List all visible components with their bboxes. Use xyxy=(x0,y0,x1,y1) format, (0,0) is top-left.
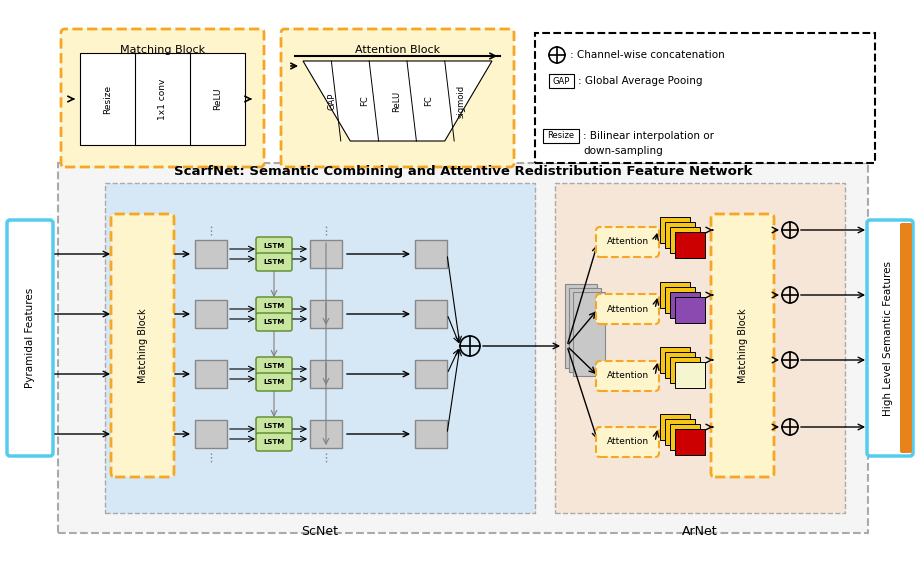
Text: sigmoid: sigmoid xyxy=(456,85,465,118)
Text: : Channel-wise concatenation: : Channel-wise concatenation xyxy=(570,50,725,60)
Text: ReLU: ReLU xyxy=(213,88,222,110)
Text: : Bilinear interpolation or: : Bilinear interpolation or xyxy=(583,131,714,141)
Text: Pyramidal Features: Pyramidal Features xyxy=(25,288,35,388)
Bar xyxy=(660,414,690,440)
Text: Resize: Resize xyxy=(103,85,112,114)
FancyBboxPatch shape xyxy=(7,220,53,456)
FancyBboxPatch shape xyxy=(415,240,447,268)
Text: ScarfNet: Semantic Combining and Attentive Redistribution Feature Network: ScarfNet: Semantic Combining and Attenti… xyxy=(174,165,752,178)
Text: Attention Block: Attention Block xyxy=(355,45,440,55)
FancyBboxPatch shape xyxy=(256,237,292,255)
Text: LSTM: LSTM xyxy=(263,259,285,265)
FancyBboxPatch shape xyxy=(867,220,913,456)
FancyBboxPatch shape xyxy=(549,74,574,88)
FancyBboxPatch shape xyxy=(415,300,447,328)
FancyBboxPatch shape xyxy=(256,417,292,435)
FancyBboxPatch shape xyxy=(111,214,174,477)
FancyBboxPatch shape xyxy=(535,33,875,163)
FancyBboxPatch shape xyxy=(596,294,659,324)
Polygon shape xyxy=(303,61,492,141)
FancyBboxPatch shape xyxy=(256,253,292,271)
Text: Matching Block: Matching Block xyxy=(120,45,205,55)
FancyBboxPatch shape xyxy=(310,420,342,448)
Text: Attention: Attention xyxy=(606,371,648,381)
Bar xyxy=(675,429,705,455)
Text: down-sampling: down-sampling xyxy=(583,146,663,156)
FancyBboxPatch shape xyxy=(195,420,227,448)
FancyBboxPatch shape xyxy=(80,53,245,145)
Text: FC: FC xyxy=(360,96,369,106)
FancyBboxPatch shape xyxy=(573,292,605,376)
FancyBboxPatch shape xyxy=(596,427,659,457)
Text: Attention: Attention xyxy=(606,304,648,314)
Text: FC: FC xyxy=(425,96,433,106)
Bar xyxy=(670,357,700,383)
FancyBboxPatch shape xyxy=(596,361,659,391)
Text: GAP: GAP xyxy=(328,92,337,110)
FancyBboxPatch shape xyxy=(105,183,535,513)
FancyBboxPatch shape xyxy=(310,240,342,268)
FancyBboxPatch shape xyxy=(569,288,601,372)
Text: High Level Semantic Features: High Level Semantic Features xyxy=(883,261,893,416)
Bar xyxy=(665,287,695,313)
Bar xyxy=(670,424,700,450)
FancyBboxPatch shape xyxy=(543,129,579,143)
Text: Matching Block: Matching Block xyxy=(137,308,147,383)
Bar xyxy=(660,282,690,308)
Bar xyxy=(665,419,695,445)
Bar xyxy=(675,232,705,258)
Text: Matching Block: Matching Block xyxy=(738,308,748,383)
Text: LSTM: LSTM xyxy=(263,303,285,309)
Text: GAP: GAP xyxy=(553,76,570,86)
Bar xyxy=(670,227,700,253)
Text: ArNet: ArNet xyxy=(682,525,717,538)
Text: Attention: Attention xyxy=(606,437,648,447)
Text: LSTM: LSTM xyxy=(263,423,285,429)
FancyBboxPatch shape xyxy=(415,420,447,448)
FancyBboxPatch shape xyxy=(256,297,292,315)
FancyBboxPatch shape xyxy=(555,183,845,513)
FancyBboxPatch shape xyxy=(310,300,342,328)
Bar xyxy=(660,347,690,373)
Text: Attention: Attention xyxy=(606,237,648,247)
Bar xyxy=(660,217,690,243)
FancyBboxPatch shape xyxy=(415,360,447,388)
Text: LSTM: LSTM xyxy=(263,379,285,385)
Bar xyxy=(675,362,705,388)
FancyBboxPatch shape xyxy=(711,214,774,477)
Text: : Global Average Pooing: : Global Average Pooing xyxy=(578,76,703,86)
FancyBboxPatch shape xyxy=(256,373,292,391)
FancyBboxPatch shape xyxy=(596,227,659,257)
Bar xyxy=(665,222,695,248)
Text: LSTM: LSTM xyxy=(263,363,285,369)
Text: LSTM: LSTM xyxy=(263,243,285,249)
Text: 1x1 conv: 1x1 conv xyxy=(158,78,167,120)
Text: ReLU: ReLU xyxy=(392,90,401,111)
Bar xyxy=(675,297,705,323)
Bar xyxy=(670,292,700,318)
FancyBboxPatch shape xyxy=(58,163,868,533)
Text: LSTM: LSTM xyxy=(263,319,285,325)
FancyBboxPatch shape xyxy=(256,433,292,451)
FancyBboxPatch shape xyxy=(900,223,912,453)
FancyBboxPatch shape xyxy=(195,240,227,268)
FancyBboxPatch shape xyxy=(61,29,264,167)
FancyBboxPatch shape xyxy=(195,360,227,388)
Text: Resize: Resize xyxy=(547,132,575,141)
FancyBboxPatch shape xyxy=(256,357,292,375)
FancyBboxPatch shape xyxy=(281,29,514,167)
Text: ScNet: ScNet xyxy=(301,525,339,538)
FancyBboxPatch shape xyxy=(256,313,292,331)
Bar xyxy=(665,352,695,378)
FancyBboxPatch shape xyxy=(565,284,597,368)
FancyBboxPatch shape xyxy=(195,300,227,328)
Text: LSTM: LSTM xyxy=(263,439,285,445)
FancyBboxPatch shape xyxy=(310,360,342,388)
